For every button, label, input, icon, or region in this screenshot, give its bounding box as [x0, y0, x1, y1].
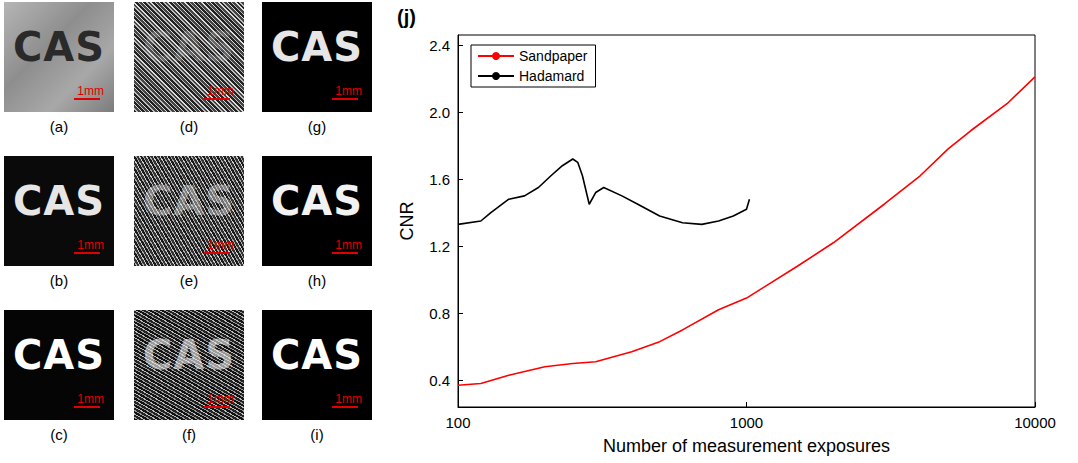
html-text:1mm: 1mm [77, 238, 104, 252]
html-text:1mm: 1mm [207, 84, 234, 98]
html-text:CAS: CAS [12, 24, 106, 70]
html-text:CAS: CAS [270, 332, 364, 378]
html-text:CAS: CAS [12, 178, 106, 224]
html-text:CAS: CAS [142, 178, 236, 224]
svg-text:CNR: CNR [397, 202, 417, 241]
svg-text:2.0: 2.0 [429, 104, 450, 121]
svg-text:100: 100 [445, 414, 470, 431]
html-text:1mm: 1mm [207, 238, 234, 252]
html-text:(f): (f) [181, 426, 197, 443]
html-text:CAS: CAS [142, 24, 236, 70]
svg-text:0.4: 0.4 [429, 372, 450, 389]
html-text:1mm: 1mm [77, 84, 104, 98]
svg-text:0.8: 0.8 [429, 305, 450, 322]
html-text:1mm: 1mm [335, 238, 362, 252]
html-text:CAS: CAS [270, 24, 364, 70]
html-text:(a): (a) [49, 118, 69, 135]
html-text:(i): (i) [310, 426, 324, 443]
svg-text:Number of measurement exposure: Number of measurement exposures [603, 436, 890, 456]
svg-text:1000: 1000 [730, 414, 763, 431]
html-text:1mm: 1mm [335, 84, 362, 98]
html-text:(g): (g) [307, 118, 327, 135]
html-text:CAS: CAS [12, 332, 106, 378]
svg-text:1.2: 1.2 [429, 238, 450, 255]
html-text:(h): (h) [307, 272, 327, 289]
svg-text:Sandpaper: Sandpaper [519, 48, 588, 64]
svg-text:1.6: 1.6 [429, 171, 450, 188]
html-text:(d): (d) [179, 118, 199, 135]
html-text:(b): (b) [49, 272, 69, 289]
html-text:1mm: 1mm [207, 392, 234, 406]
svg-text:10000: 10000 [1014, 414, 1056, 431]
html-text:(c): (c) [50, 426, 68, 443]
html-text:CAS: CAS [270, 178, 364, 224]
svg-text:2.4: 2.4 [429, 37, 450, 54]
html-text:(e): (e) [179, 272, 199, 289]
html-text:1mm: 1mm [77, 392, 104, 406]
html-text:1mm: 1mm [335, 392, 362, 406]
svg-text:(j): (j) [397, 6, 416, 28]
svg-text:Hadamard: Hadamard [519, 68, 584, 84]
html-text:CAS: CAS [142, 332, 236, 378]
